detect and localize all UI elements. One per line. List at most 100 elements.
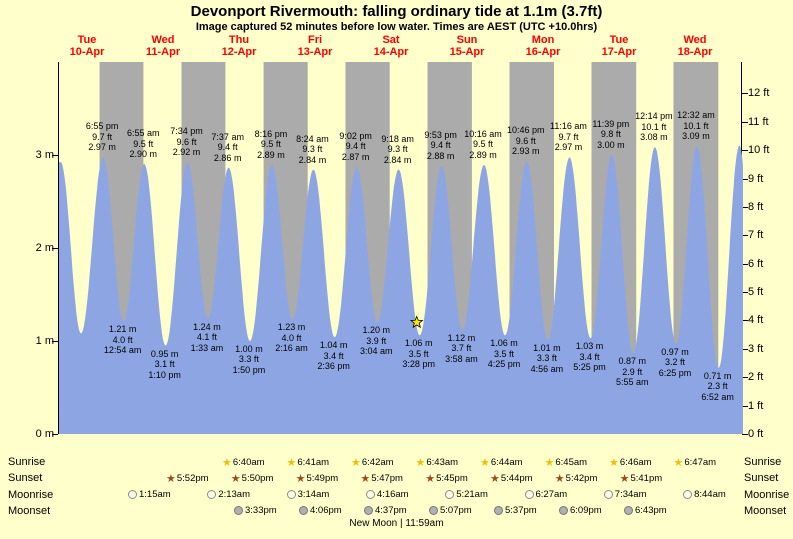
chart-title: Devonport Rivermouth: falling ordinary t… <box>190 3 603 20</box>
high-tide-label: 7:37 am 9.4 ft 2.86 m <box>202 132 254 164</box>
day-date: 17-Apr <box>601 46 637 58</box>
low-tide-label: 1.00 m 3.3 ft 1:50 pm <box>223 344 275 376</box>
tide-height-ft: 3.4 ft <box>323 350 344 361</box>
tide-height-ft: 4.1 ft <box>196 332 217 343</box>
low-tide-label: 0.71 m 2.3 ft 6:52 am <box>692 371 744 403</box>
tide-time: 1:33 am <box>190 342 224 353</box>
high-tide-label: 12:32 am 10.1 ft 3.09 m <box>670 110 722 142</box>
day-label: Sun 15-Apr <box>435 34 499 58</box>
sunset-row-label-left: Sunset <box>8 472 43 484</box>
axis-tick-right <box>742 263 748 265</box>
sunset-item: ★5:49pm <box>296 472 339 485</box>
moonset-moon-icon <box>429 505 438 515</box>
high-tide-label: 12:14 pm 10.1 ft 3.08 m <box>628 111 680 143</box>
sunset-item: ★5:47pm <box>360 472 403 485</box>
moonrise-time: 7:34am <box>614 489 647 500</box>
tide-time: 3:04 am <box>360 346 393 357</box>
moonrise-moon-icon <box>603 489 613 499</box>
day-of-week: Wed <box>151 34 175 46</box>
tide-curve-area <box>59 145 743 434</box>
day-label: Wed 18-Apr <box>663 34 727 58</box>
day-label: Wed 11-Apr <box>131 34 195 58</box>
low-tide-label: 1.01 m 3.3 ft 4:56 am <box>521 343 573 375</box>
tide-height-ft: 3.5 ft <box>494 348 515 359</box>
high-tide-label: 6:55 am 9.5 ft 2.90 m <box>117 128 169 160</box>
high-tide-label: 10:46 pm 9.6 ft 2.93 m <box>500 125 552 157</box>
moonset-moon-icon <box>364 505 373 515</box>
tide-time: 1:10 pm <box>148 369 181 380</box>
tide-time: 6:55 pm <box>85 121 119 132</box>
sunset-star-icon: ★ <box>166 473 176 485</box>
day-of-week: Fri <box>307 34 323 46</box>
sunset-star-icon: ★ <box>490 473 500 485</box>
tide-height-m: 2.84 m <box>383 154 412 165</box>
sunrise-row-label-right: Sunrise <box>744 456 782 468</box>
high-tide-label: 8:16 pm 9.5 ft 2.89 m <box>245 129 297 161</box>
sunrise-star-icon: ★ <box>480 457 490 469</box>
tide-height-ft: 9.6 ft <box>176 136 197 147</box>
tide-height-ft: 9.4 ft <box>345 141 366 152</box>
low-tide-label: 1.04 m 3.4 ft 2:36 pm <box>308 340 360 372</box>
y-axis-label-m: 1 m <box>35 334 54 347</box>
tide-height-m: 1.23 m <box>277 322 306 333</box>
tide-height-ft: 10.1 ft <box>641 121 667 132</box>
tide-time: 11:16 am <box>550 121 587 132</box>
moonrise-row-label-left: Moonrise <box>8 489 54 501</box>
sunrise-star-icon: ★ <box>286 457 297 469</box>
tide-height-ft: 9.5 ft <box>472 139 493 150</box>
tide-time: 6:25 pm <box>658 367 692 378</box>
sunrise-star-icon: ★ <box>609 457 619 469</box>
tide-time: 8:16 pm <box>254 128 288 139</box>
sunrise-row-label-left: Sunrise <box>8 456 46 468</box>
moonset-item: 5:07pm <box>429 505 472 516</box>
day-label: Tue 10-Apr <box>55 34 119 58</box>
moonrise-time: 1:15am <box>139 489 171 500</box>
tide-height-ft: 3.3 ft <box>536 353 557 364</box>
sunrise-time: 6:45am <box>555 457 588 469</box>
chart-subtitle: Image captured 52 minutes before low wat… <box>195 21 598 33</box>
y-axis-label-ft: 9 ft <box>748 172 764 185</box>
axis-tick-right <box>742 178 748 180</box>
tide-height-ft: 3.2 ft <box>665 357 686 368</box>
high-tide-label: 11:16 am 9.7 ft 2.97 m <box>542 121 594 153</box>
moonrise-moon-icon <box>365 489 375 499</box>
sunset-time: 5:44pm <box>500 473 533 485</box>
moonset-time: 3:33pm <box>245 505 277 516</box>
axis-tick-right <box>742 93 748 95</box>
tide-time: 5:25 pm <box>573 362 606 373</box>
day-date: 16-Apr <box>525 46 561 58</box>
day-label: Thu 12-Apr <box>207 34 271 58</box>
low-tide-label: 0.87 m 2.9 ft 5:55 am <box>606 356 658 388</box>
tide-height-m: 0.71 m <box>703 370 732 381</box>
tide-time: 4:25 pm <box>487 359 521 370</box>
tide-height-ft: 3.3 ft <box>238 354 259 365</box>
tide-height-ft: 4.0 ft <box>281 332 302 343</box>
tide-height-ft: 9.8 ft <box>600 129 621 140</box>
moonrise-item: 6:27am <box>524 489 567 500</box>
tide-height-ft: 9.7 ft <box>92 131 113 142</box>
axis-tick-left <box>52 154 58 156</box>
tide-time: 12:14 pm <box>635 111 673 122</box>
day-date: 12-Apr <box>221 46 257 58</box>
tide-time: 9:53 pm <box>424 129 457 140</box>
sunset-star-icon: ★ <box>554 473 565 485</box>
day-label: Mon 16-Apr <box>511 34 575 58</box>
low-tide-label: 1.06 m 3.5 ft 4:25 pm <box>478 338 530 370</box>
low-tide-label: 1.21 m 4.0 ft 12:54 am <box>97 324 149 356</box>
moonrise-item: 5:21am <box>445 489 488 500</box>
tide-height-m: 2.97 m <box>554 142 583 153</box>
y-axis-label-ft: 7 ft <box>748 229 764 242</box>
moonrise-item: 4:16am <box>365 489 409 500</box>
y-axis-label-ft: 11 ft <box>748 115 769 128</box>
tide-height-ft: 3.1 ft <box>154 359 175 370</box>
moonset-time: 5:37pm <box>505 505 537 516</box>
axis-tick-right <box>742 292 748 294</box>
day-date: 15-Apr <box>449 46 485 58</box>
sunset-time: 5:45pm <box>436 473 468 485</box>
y-axis-label-ft: 0 ft <box>748 428 764 440</box>
axis-tick-left <box>52 434 58 435</box>
moonset-row-label-left: Moonset <box>8 505 51 517</box>
moonset-item: 5:37pm <box>494 505 537 516</box>
moonrise-time: 2:13am <box>218 489 250 500</box>
y-axis-label-m: 2 m <box>35 241 54 254</box>
